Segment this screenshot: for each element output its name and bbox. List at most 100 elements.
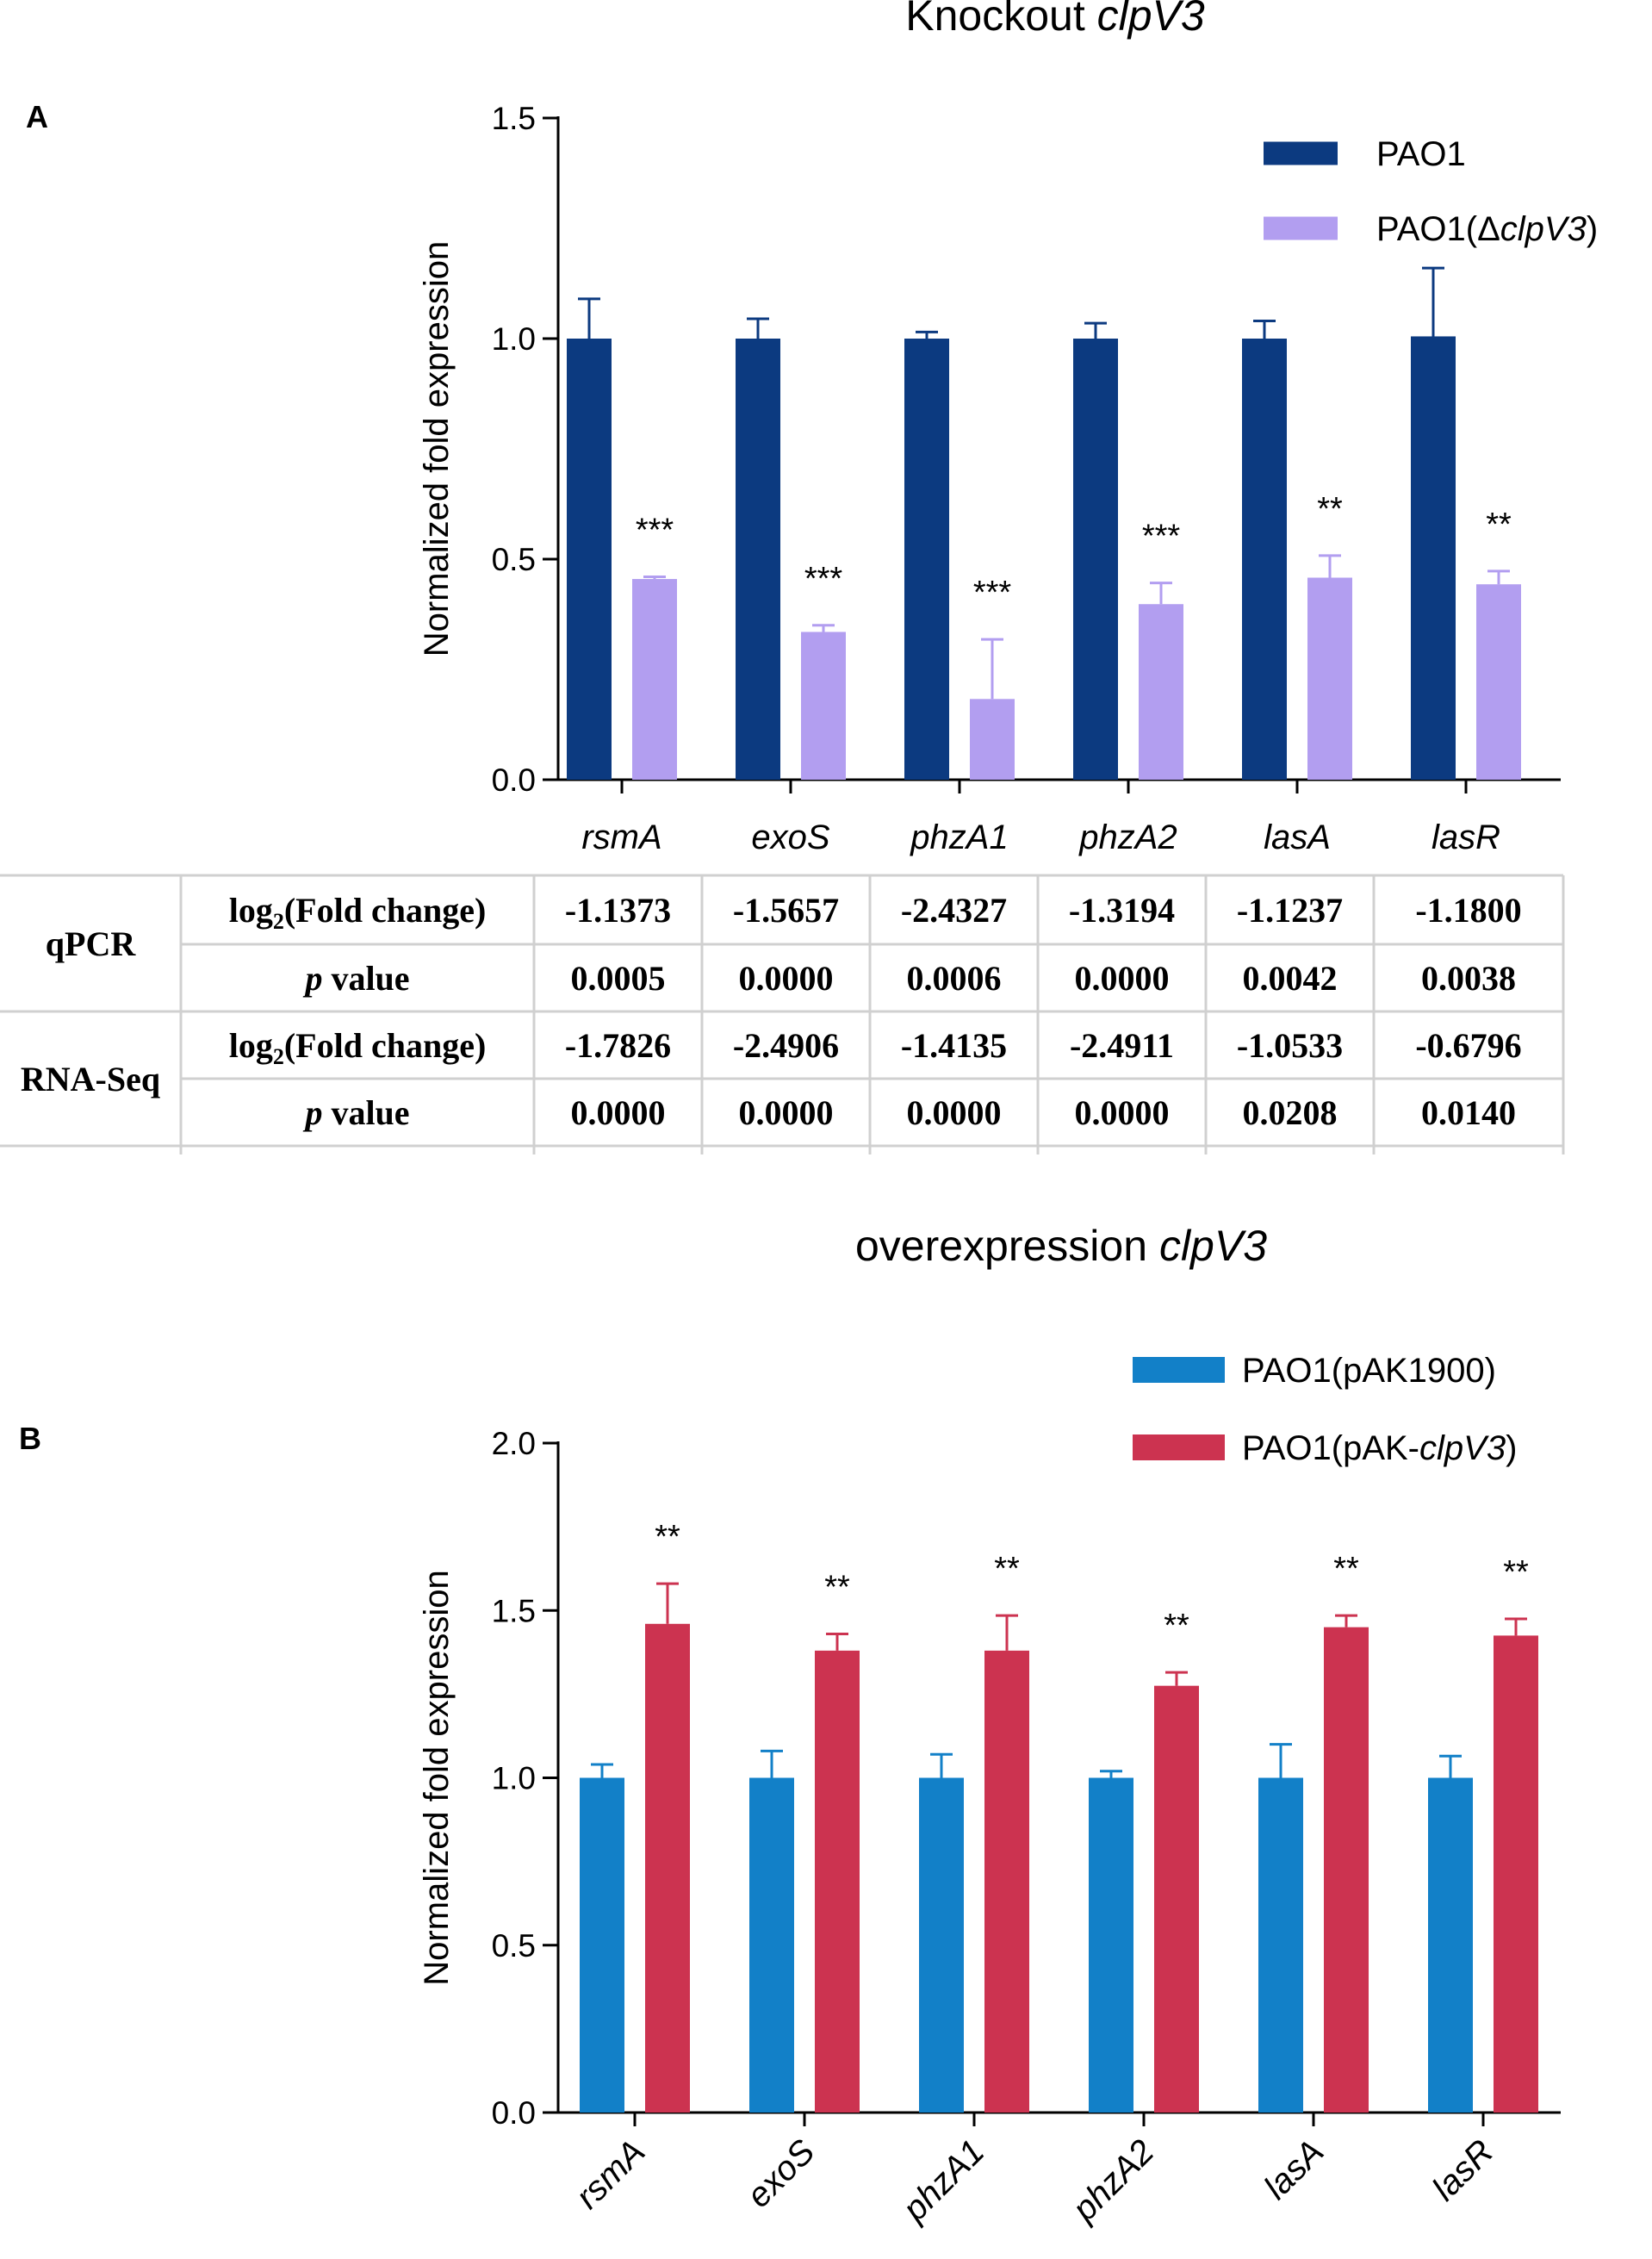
x-tick-label: rsmA <box>581 818 661 856</box>
x-tick-label: phzA1 <box>895 2132 991 2229</box>
significance-marker: ** <box>994 1551 1020 1587</box>
significance-marker: ** <box>1333 1551 1359 1587</box>
table-cell: 0.0005 <box>571 959 666 998</box>
bar-treated-lasR <box>1494 1635 1538 2113</box>
table-cell: -1.0533 <box>1237 1026 1343 1065</box>
x-tick-label: lasR <box>1425 2132 1501 2208</box>
legend-label: PAO1 <box>1376 135 1466 173</box>
table-row-label: p value <box>302 1093 409 1132</box>
bar-control-exoS <box>749 1777 794 2113</box>
legend-swatch <box>1133 1357 1225 1383</box>
bar-treated-phzA1 <box>970 699 1015 780</box>
table-cell: -0.6796 <box>1415 1026 1521 1065</box>
x-tick-label: lasA <box>1264 818 1331 856</box>
panel-letter: B <box>19 1421 41 1456</box>
y-tick-label: 1.5 <box>492 1593 536 1628</box>
table-cell: 0.0000 <box>1075 1093 1170 1132</box>
bar-control-phzA1 <box>904 339 949 780</box>
table-row-label: p value <box>302 959 409 998</box>
table-cell: -1.4135 <box>901 1026 1007 1065</box>
y-tick-label: 1.0 <box>492 1761 536 1796</box>
x-tick-label: exoS <box>751 818 829 856</box>
significance-marker: ** <box>1503 1554 1529 1590</box>
table-cell: -1.1373 <box>565 891 671 930</box>
bar-control-lasR <box>1428 1777 1473 2113</box>
bar-treated-rsmA <box>632 579 677 780</box>
y-tick-label: 0.5 <box>492 1928 536 1963</box>
y-tick-label: 1.0 <box>492 321 536 357</box>
significance-marker: ** <box>1486 507 1512 543</box>
table-cell: 0.0000 <box>739 1093 834 1132</box>
table-cell: 0.0208 <box>1243 1093 1338 1132</box>
bar-control-exoS <box>736 339 780 780</box>
x-tick-label: lasA <box>1257 2132 1331 2206</box>
chart-title: overexpression clpV3 <box>855 1222 1267 1270</box>
bar-control-phzA1 <box>919 1777 964 2113</box>
table-row-label: log2(Fold change) <box>229 1026 487 1069</box>
significance-marker: ** <box>1164 1608 1189 1644</box>
y-axis-label: Normalized fold expression <box>418 1570 456 1985</box>
significance-marker: ** <box>655 1519 680 1555</box>
table-cell: 0.0000 <box>907 1093 1002 1132</box>
legend: PAO1 PAO1(ΔclpV3) <box>1264 135 1598 248</box>
table-group-label: qPCR <box>46 924 137 963</box>
table-cell: -1.1800 <box>1415 891 1521 930</box>
bar-treated-lasA <box>1307 577 1352 780</box>
legend: PAO1(pAK1900) PAO1(pAK-clpV3) <box>1133 1352 1517 1467</box>
table-cell: -2.4327 <box>901 891 1007 930</box>
table-cell: -1.3194 <box>1069 891 1175 930</box>
table-cell: 0.0140 <box>1421 1093 1516 1132</box>
bar-control-phzA2 <box>1089 1777 1133 2113</box>
bar-treated-exoS <box>801 632 846 780</box>
y-tick-label: 0.0 <box>492 2095 536 2131</box>
significance-marker: *** <box>973 575 1012 611</box>
x-tick-label: phzA2 <box>1078 818 1177 856</box>
legend-swatch <box>1133 1434 1225 1460</box>
bar-control-phzA2 <box>1073 339 1118 780</box>
table-cell: 0.0042 <box>1243 959 1338 998</box>
significance-marker: ** <box>1317 491 1343 527</box>
y-tick-label: 1.5 <box>492 101 536 136</box>
bar-control-rsmA <box>567 339 612 780</box>
table-cell: -2.4911 <box>1070 1026 1174 1065</box>
bar-control-lasA <box>1258 1777 1303 2113</box>
table-cell: -2.4906 <box>733 1026 839 1065</box>
significance-marker: *** <box>636 512 674 548</box>
legend-label: PAO1(pAK-clpV3) <box>1242 1429 1517 1467</box>
table-cell: -1.5657 <box>733 891 839 930</box>
bar-control-rsmA <box>580 1777 624 2113</box>
table-cell: 0.0000 <box>571 1093 666 1132</box>
table-cell: 0.0006 <box>907 959 1002 998</box>
table-row-label: log2(Fold change) <box>229 891 487 934</box>
y-tick-label: 0.5 <box>492 542 536 577</box>
table-cell: 0.0000 <box>739 959 834 998</box>
bar-treated-rsmA <box>645 1623 690 2113</box>
bar-treated-lasR <box>1476 584 1521 780</box>
bar-control-lasR <box>1411 336 1456 780</box>
table-cell: -1.1237 <box>1237 891 1343 930</box>
bar-treated-lasA <box>1324 1627 1369 2113</box>
bar-treated-phzA2 <box>1139 604 1183 780</box>
table-cell: -1.7826 <box>565 1026 671 1065</box>
x-tick-label: rsmA <box>568 2132 652 2216</box>
table-cell: 0.0000 <box>1075 959 1170 998</box>
x-tick-label: phzA2 <box>1065 2132 1161 2229</box>
y-tick-label: 0.0 <box>492 762 536 798</box>
y-tick-label: 2.0 <box>492 1426 536 1461</box>
x-tick-label: phzA1 <box>910 818 1008 856</box>
significance-marker: *** <box>804 561 843 597</box>
chart-title: Knockout clpV3 <box>905 0 1205 40</box>
stats-table: qPCR log2(Fold change) -1.1373 -1.5657 -2.43… <box>0 874 1565 1154</box>
table-cell: 0.0038 <box>1421 959 1516 998</box>
legend-swatch <box>1264 216 1338 240</box>
significance-marker: *** <box>1142 519 1181 555</box>
table-group-label: RNA-Seq <box>21 1060 160 1098</box>
bar-treated-exoS <box>815 1650 860 2113</box>
x-tick-label: lasR <box>1432 818 1500 856</box>
bar-treated-phzA1 <box>984 1650 1029 2113</box>
legend-label: PAO1(pAK1900) <box>1242 1352 1496 1390</box>
legend-label: PAO1(ΔclpV3) <box>1376 210 1598 248</box>
panel-a: A Knockout clpV3 Normalized fold expressio… <box>0 0 1598 1154</box>
